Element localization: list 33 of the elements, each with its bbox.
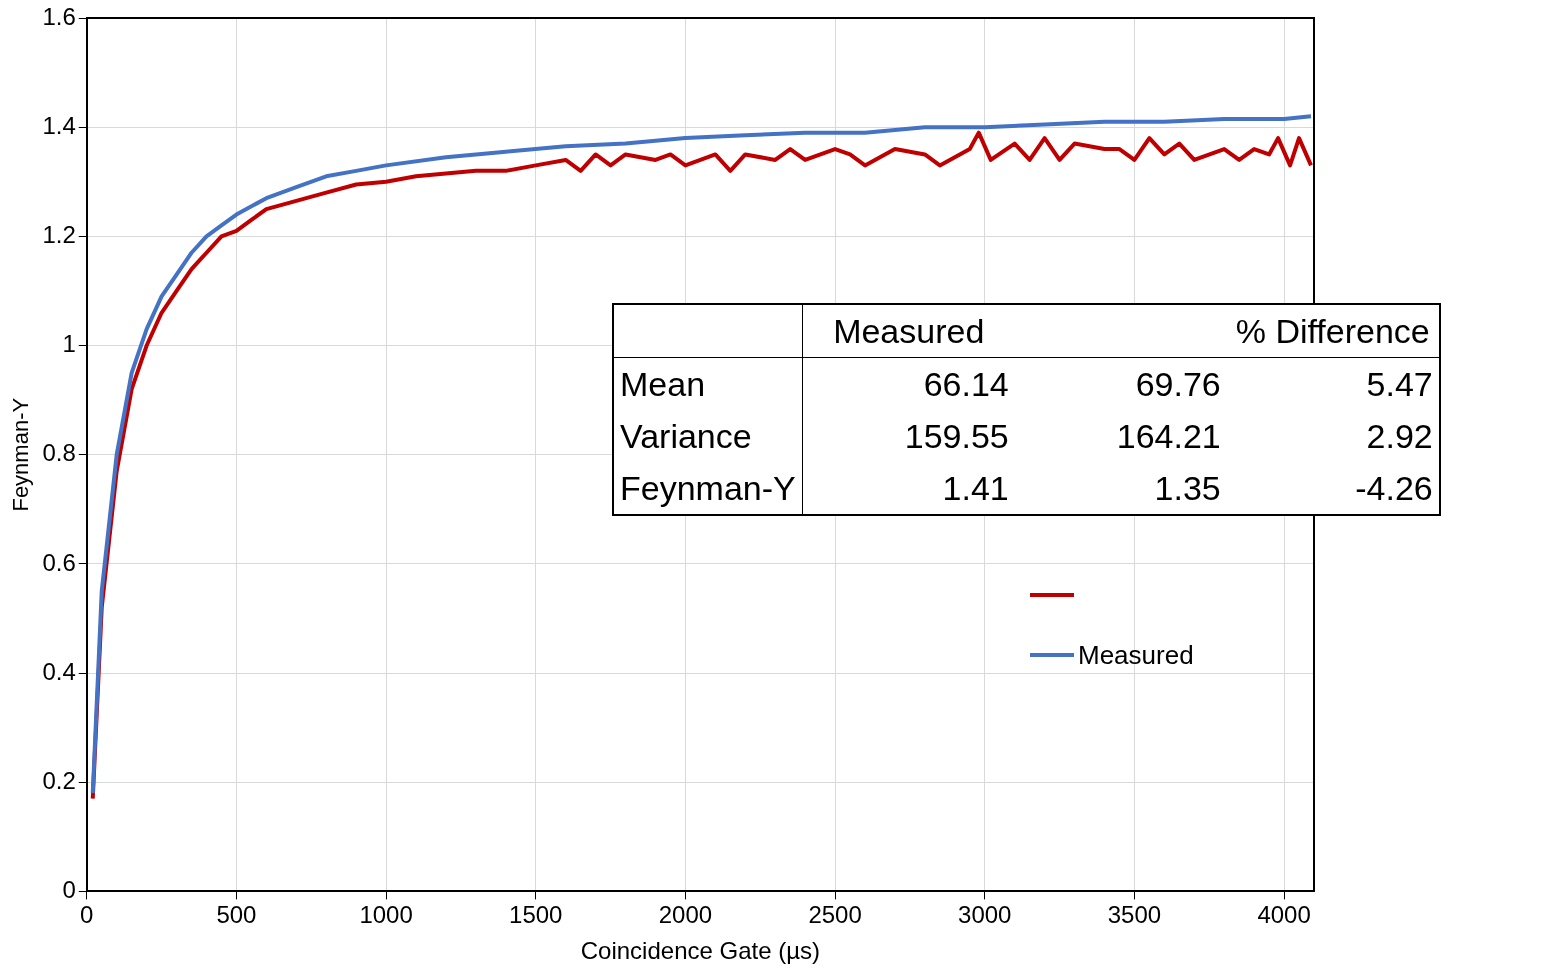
data-label: 1.35	[1153, 467, 1222, 509]
y-tick-label: 1.6	[42, 2, 76, 30]
x-tick-label: 3000	[958, 901, 1012, 929]
y-tick-label: 0	[62, 876, 76, 904]
x-tick-label: 4000	[1257, 901, 1311, 929]
y-tick-label: 0.4	[42, 657, 76, 685]
x-tick-label: 3500	[1107, 901, 1162, 929]
y-tick-label: 1.2	[42, 220, 76, 248]
y-tick-label: 0.2	[42, 766, 76, 794]
x-tick-label: 500	[216, 901, 257, 929]
y-tick-label: Mean	[613, 357, 803, 410]
legend-label: Measured	[1078, 639, 1194, 671]
y-tick-label: 1.4	[42, 111, 76, 139]
data-label: 159.55	[903, 415, 1010, 457]
x-tick-label: 1500	[509, 901, 563, 929]
x-axis-title: Coincidence Gate (µs)	[580, 937, 821, 965]
data-label: -4.26	[1354, 467, 1434, 509]
x-tick-label: % Difference	[1226, 304, 1440, 358]
data-label: 2.92	[1365, 415, 1434, 457]
x-tick-label: 1000	[359, 901, 413, 929]
x-tick-label: 2500	[808, 901, 862, 929]
data-label: 164.21	[1115, 415, 1222, 457]
y-tick-label: 0.6	[42, 548, 76, 576]
data-label: 69.76	[1134, 363, 1222, 405]
x-tick-label: 2000	[658, 901, 713, 929]
data-label: 1.41	[941, 467, 1010, 509]
x-tick-label: 0	[80, 901, 94, 929]
y-tick-label: Variance	[613, 410, 803, 462]
data-label: 5.47	[1365, 363, 1434, 405]
y-tick-label: 1	[62, 330, 76, 358]
y-tick-label: Feynman-Y	[613, 462, 803, 515]
y-tick-label: 0.8	[42, 439, 76, 467]
data-label: 66.14	[922, 363, 1010, 405]
